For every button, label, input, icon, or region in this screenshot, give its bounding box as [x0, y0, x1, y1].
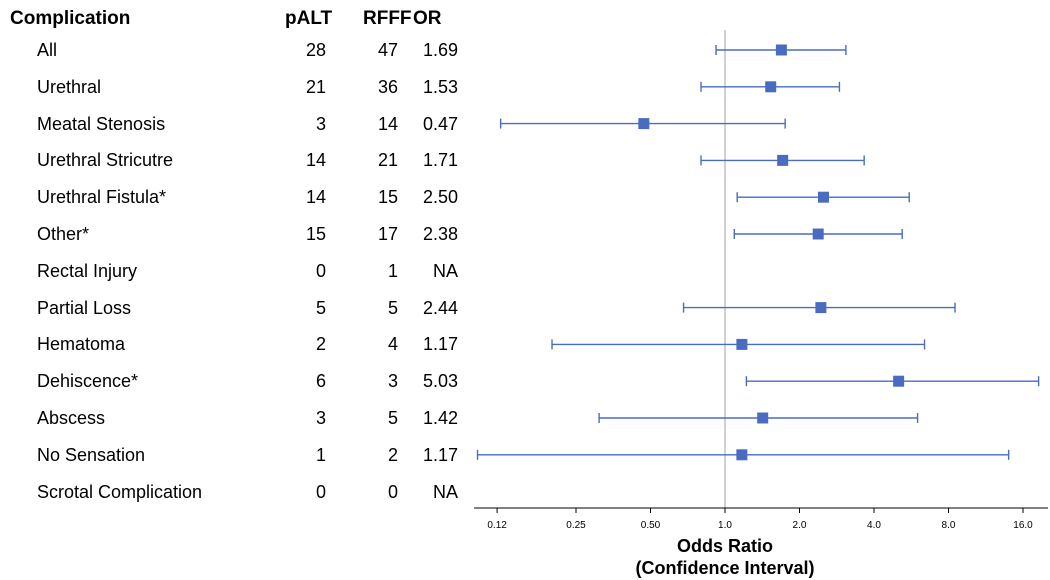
row-palt-value: 2 [315, 334, 326, 355]
row-or-value: 1.42 [422, 408, 458, 428]
x-tick-label: 4.0 [867, 520, 881, 531]
header-palt: pALT [285, 8, 333, 29]
row-rfff-value: 14 [377, 113, 398, 134]
row-complication-label: Meatal Stenosis [37, 113, 166, 134]
row-palt-value: 5 [315, 297, 326, 318]
x-axis-title: Odds Ratio [677, 536, 773, 556]
row-palt-value: 14 [305, 150, 326, 171]
row-palt-value: 28 [305, 40, 326, 60]
row-complication-label: Urethral Fistula* [37, 187, 167, 208]
row-or-value: 1.53 [422, 76, 458, 97]
row-rfff-value: 15 [377, 187, 398, 208]
x-tick-label: 1.0 [718, 520, 732, 531]
row-palt-value: 0 [315, 260, 326, 281]
row-or-value: 0.47 [422, 113, 458, 134]
row-complication-label: Urethral [37, 76, 102, 97]
odds-ratio-marker [815, 302, 827, 314]
row-complication-label: Scrotal Complication [37, 481, 203, 502]
row-palt-value: 0 [315, 481, 326, 502]
x-tick-label: 0.12 [487, 520, 507, 531]
x-tick-label: 16.0 [1013, 520, 1033, 531]
row-or-value: 2.38 [422, 224, 458, 244]
odds-ratio-marker [817, 191, 829, 203]
x-tick-label: 2.0 [793, 520, 807, 531]
row-complication-label: All [37, 40, 58, 60]
row-rfff-value: 3 [387, 371, 398, 392]
odds-ratio-marker [893, 375, 905, 387]
row-or-value: NA [432, 260, 458, 281]
odds-ratio-marker [775, 44, 787, 56]
row-rfff-value: 36 [377, 76, 398, 97]
header-or: OR [413, 8, 442, 29]
odds-ratio-marker [765, 81, 777, 93]
row-rfff-value: 47 [377, 40, 398, 60]
row-complication-label: Dehiscence* [37, 371, 139, 392]
row-or-value: 1.71 [422, 150, 458, 171]
odds-ratio-marker [757, 412, 769, 424]
row-palt-value: 15 [305, 224, 326, 244]
row-or-value: 1.17 [422, 334, 458, 355]
x-axis-subtitle: (Confidence Interval) [635, 558, 814, 578]
row-or-value: 2.44 [422, 297, 458, 318]
x-tick-label: 0.50 [641, 520, 661, 531]
row-complication-label: Abscess [37, 408, 106, 428]
row-rfff-value: 0 [387, 481, 398, 502]
x-tick-label: 8.0 [942, 520, 956, 531]
row-or-value: NA [432, 481, 458, 502]
odds-ratio-marker [736, 449, 748, 461]
row-palt-value: 14 [305, 187, 326, 208]
x-tick-label: 0.25 [566, 520, 586, 531]
odds-ratio-marker [736, 338, 748, 350]
row-rfff-value: 21 [377, 150, 398, 171]
row-or-value: 2.50 [422, 187, 458, 208]
row-complication-label: Other* [37, 224, 90, 244]
header-rfff: RFFF [363, 8, 412, 29]
row-rfff-value: 1 [387, 260, 398, 281]
row-palt-value: 1 [315, 444, 326, 465]
row-or-value: 1.17 [422, 444, 458, 465]
row-rfff-value: 5 [387, 297, 398, 318]
odds-ratio-marker [638, 118, 650, 130]
row-or-value: 5.03 [422, 371, 458, 392]
row-complication-label: Rectal Injury [37, 260, 138, 281]
row-rfff-value: 17 [377, 224, 398, 244]
row-palt-value: 3 [315, 408, 326, 428]
row-complication-label: Hematoma [37, 334, 126, 355]
row-or-value: 1.69 [422, 40, 458, 60]
row-palt-value: 6 [315, 371, 326, 392]
row-complication-label: Partial Loss [37, 297, 132, 318]
row-complication-label: No Sensation [37, 444, 146, 465]
row-rfff-value: 4 [387, 334, 398, 355]
row-palt-value: 21 [305, 76, 326, 97]
row-rfff-value: 5 [387, 408, 398, 428]
row-palt-value: 3 [315, 113, 326, 134]
row-complication-label: Urethral Stricutre [37, 150, 174, 171]
row-rfff-value: 2 [387, 444, 398, 465]
odds-ratio-marker [812, 228, 824, 240]
header-complication: Complication [10, 8, 131, 29]
odds-ratio-marker [777, 154, 789, 166]
